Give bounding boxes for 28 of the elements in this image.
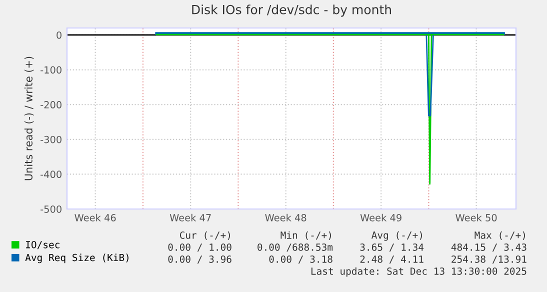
- x-tick-label: Week 46: [74, 214, 116, 222]
- text: Cur (-/+): [180, 231, 230, 240]
- x-tick-label: Week 47: [170, 214, 211, 222]
- y-tick-label: -300: [40, 136, 62, 144]
- text: Max (-/+): [474, 231, 525, 240]
- y-axis-title: Units read (-) / write (+): [24, 56, 34, 180]
- text: Min (-/+): [280, 231, 331, 240]
- text: 3.65 / 1.34: [360, 243, 424, 252]
- text: 0.00 / 1.00: [168, 243, 232, 252]
- legend-label: Avg Req Size (KiB): [25, 254, 128, 264]
- text: 254.38 /13.91: [452, 255, 526, 264]
- y-tick-label: -500: [40, 205, 62, 213]
- text: 0.00 /688.53m: [258, 243, 333, 252]
- text: 2.48 / 4.11: [360, 255, 424, 264]
- y-tick-label: 0: [56, 31, 62, 39]
- y-tick-label: -100: [40, 66, 62, 74]
- y-tick-label: -400: [40, 170, 62, 178]
- text: Avg (-/+): [372, 231, 422, 241]
- x-tick-label: Week 49: [360, 214, 402, 222]
- text: 484.15 / 3.43: [451, 243, 526, 252]
- text: 0.00 / 3.96: [168, 255, 232, 264]
- legend-label: IO/sec: [26, 240, 60, 250]
- x-tick-label: Week 50: [456, 214, 497, 222]
- x-tick-label: Week 48: [265, 214, 306, 222]
- text: 0.00 / 3.18: [269, 255, 332, 264]
- y-tick-label: -200: [40, 101, 62, 108]
- chart-title: Disk IOs for /dev/sdc - by month: [192, 4, 391, 17]
- text: Last update: Sat Dec 13 13:30:00 2025: [311, 267, 526, 277]
